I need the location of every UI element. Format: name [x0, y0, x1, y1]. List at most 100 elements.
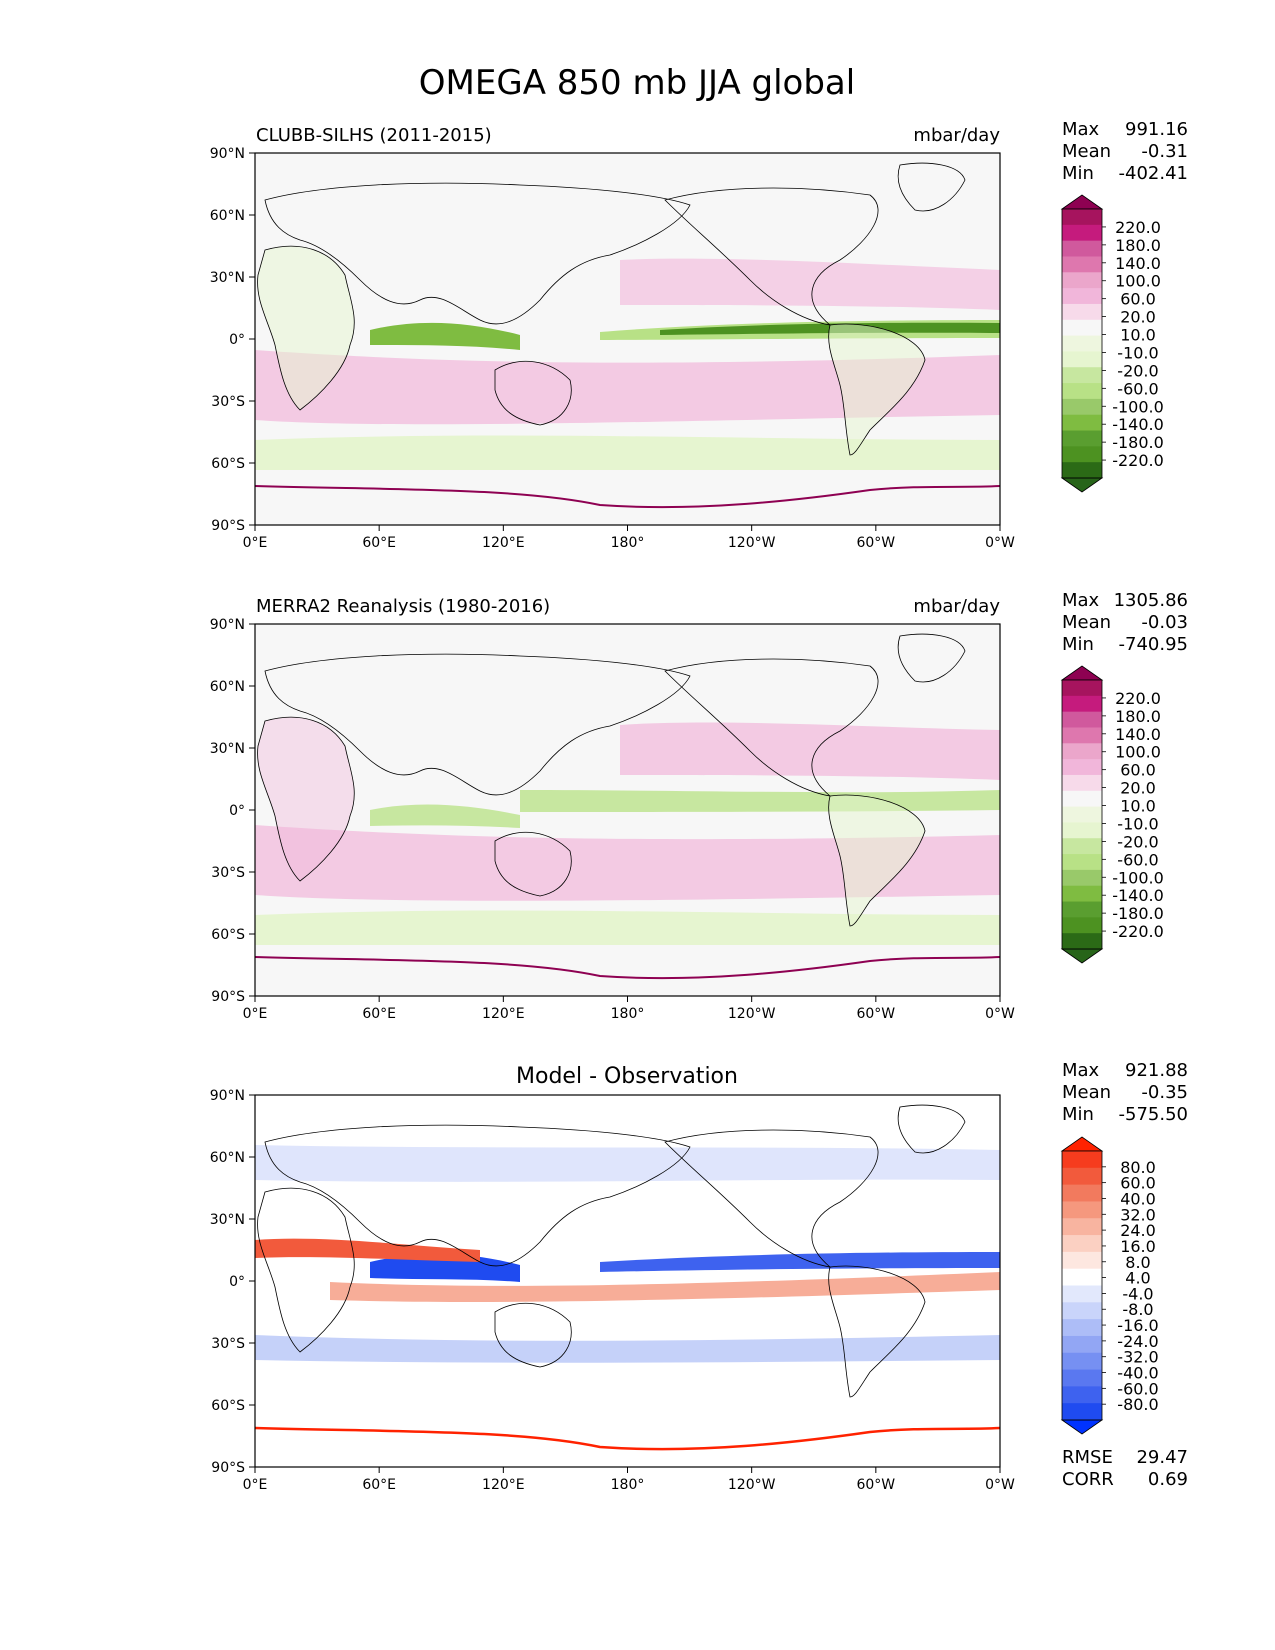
lon-label: 0°E [243, 1477, 268, 1493]
stat-mean-value: -0.35 [1141, 1082, 1188, 1103]
lat-ticks: 90°N 60°N 30°N 0° 30°S 60°S 90°S [210, 617, 255, 1005]
lat-label: 0° [229, 1274, 245, 1290]
stat-corr-value: 0.69 [1148, 1469, 1188, 1490]
coastline-greenland [897, 162, 966, 212]
lat-label: 30°N [210, 270, 245, 286]
lat-label: 60°N [210, 679, 245, 695]
stat-min-value: -402.41 [1119, 163, 1188, 184]
colorbar-swatch [1062, 1268, 1102, 1286]
coastline-eurasia [264, 653, 691, 796]
colorbar-label: 10.0 [1120, 326, 1156, 345]
colorbar-label: -8.0 [1122, 1300, 1153, 1319]
stat-max-value: 991.16 [1125, 119, 1188, 140]
lon-label: 120°E [482, 535, 525, 551]
lat-label: 30°S [211, 394, 245, 410]
stat-max-value: 1305.86 [1114, 590, 1188, 611]
colorbar-label: -80.0 [1117, 1395, 1158, 1414]
colorbar-frame [1061, 679, 1103, 950]
colorbar-label: 180.0 [1115, 707, 1161, 726]
colorbar-extend-max [1060, 665, 1104, 681]
south-subtropic-pink [255, 825, 1000, 901]
colorbar-swatch [1062, 933, 1102, 950]
coastline-africa [257, 245, 355, 411]
lon-label: 60°W [856, 1477, 895, 1493]
map-model [255, 153, 1000, 525]
lat-label: 60°N [210, 208, 245, 224]
stat-max-label: Max [1062, 1060, 1100, 1081]
colorbar-swatch [1062, 209, 1102, 226]
colorbar-label: 80.0 [1120, 1158, 1156, 1177]
lon-ticks: 0°E 60°E 120°E 180° 120°W 60°W 0°W [243, 996, 1015, 1022]
lat-label: 90°S [211, 989, 245, 1005]
coastline-eurasia [264, 1124, 691, 1267]
coastline-australia [494, 360, 572, 426]
colorbar-swatch [1062, 367, 1102, 384]
colorbar-label: -60.0 [1117, 1379, 1158, 1398]
colorbar-label: -140.0 [1112, 886, 1164, 905]
lat-label: 60°N [210, 1150, 245, 1166]
lat-label: 30°N [210, 741, 245, 757]
panel-model-units: mbar/day [913, 125, 1000, 146]
colorbar-label: -220.0 [1112, 451, 1164, 470]
colorbar-swatch [1062, 774, 1102, 792]
lat-label: 60°S [211, 456, 245, 472]
colorbar-label: -100.0 [1112, 868, 1164, 887]
lon-label: 0°E [243, 1006, 268, 1022]
colorbar-swatch [1062, 1403, 1102, 1421]
colorbar-label: 220.0 [1115, 218, 1161, 237]
colorbar: 220.0180.0140.0100.060.020.010.0-10.0-20… [1060, 194, 1164, 493]
map-obs [255, 624, 1000, 996]
stat-mean-label: Mean [1062, 1082, 1111, 1103]
colorbar-swatch [1062, 822, 1102, 839]
colorbar-swatch [1062, 398, 1102, 416]
colorbar-swatch [1062, 854, 1102, 871]
coastline-eurasia [264, 182, 691, 325]
lat-label: 90°N [210, 1088, 245, 1104]
panel-model: CLUBB-SILHS (2011-2015) mbar/day 90°N 60°… [210, 119, 1188, 551]
colorbar-swatch [1062, 727, 1102, 744]
panel-obs-left-title: MERRA2 Reanalysis (1980-2016) [256, 596, 550, 617]
colorbar-swatch [1062, 1386, 1102, 1404]
colorbar-swatch [1062, 335, 1102, 352]
stat-corr-label: CORR [1062, 1469, 1114, 1490]
north-blue-patches [255, 1145, 1000, 1182]
colorbar-label: -60.0 [1117, 850, 1158, 869]
coastline-greenland [897, 1104, 966, 1154]
colorbar-swatch [1062, 680, 1102, 697]
lon-label: 120°W [728, 535, 776, 551]
colorbar-label: -16.0 [1117, 1316, 1158, 1335]
colorbar-swatch [1062, 917, 1102, 934]
colorbar-label: 100.0 [1115, 272, 1161, 291]
colorbar-label: 220.0 [1115, 689, 1161, 708]
colorbar: 220.0180.0140.0100.060.020.010.0-10.0-20… [1060, 665, 1164, 964]
south-subtropic-pink [255, 350, 1000, 425]
colorbar-swatch [1062, 1151, 1102, 1169]
coastline-south-america [828, 323, 926, 456]
colorbar-swatch [1062, 462, 1102, 479]
coastline-australia [494, 831, 572, 897]
colorbar-label: 4.0 [1125, 1269, 1150, 1288]
lat-label: 0° [229, 803, 245, 819]
indian-blue-band [370, 1254, 520, 1282]
lat-label: 60°S [211, 1398, 245, 1414]
lat-label: 0° [229, 332, 245, 348]
lat-ticks: 90°N 60°N 30°N 0° 30°S 60°S 90°S [210, 146, 255, 534]
panel-diff-center-title: Model - Observation [516, 1064, 738, 1089]
lon-label: 120°W [728, 1006, 776, 1022]
colorbar-extend-max [1060, 1136, 1104, 1152]
north-subtropic-pink [620, 722, 1000, 780]
colorbar-swatch [1062, 743, 1102, 760]
colorbar-label: 40.0 [1120, 1189, 1156, 1208]
itcz-band [520, 790, 1000, 812]
colorbar-label: 20.0 [1120, 308, 1156, 327]
lon-label: 60°E [362, 1477, 396, 1493]
colorbar-swatch [1062, 790, 1102, 808]
stat-rmse-label: RMSE [1062, 1447, 1113, 1468]
colorbar-label: -32.0 [1117, 1348, 1158, 1367]
colorbar-label: 140.0 [1115, 725, 1161, 744]
colorbar-label: 60.0 [1120, 761, 1156, 780]
colorbar-label: -180.0 [1112, 904, 1164, 923]
stat-mean-value: -0.31 [1141, 141, 1188, 162]
lon-label: 180° [611, 535, 645, 551]
colorbar-swatch [1062, 885, 1102, 903]
